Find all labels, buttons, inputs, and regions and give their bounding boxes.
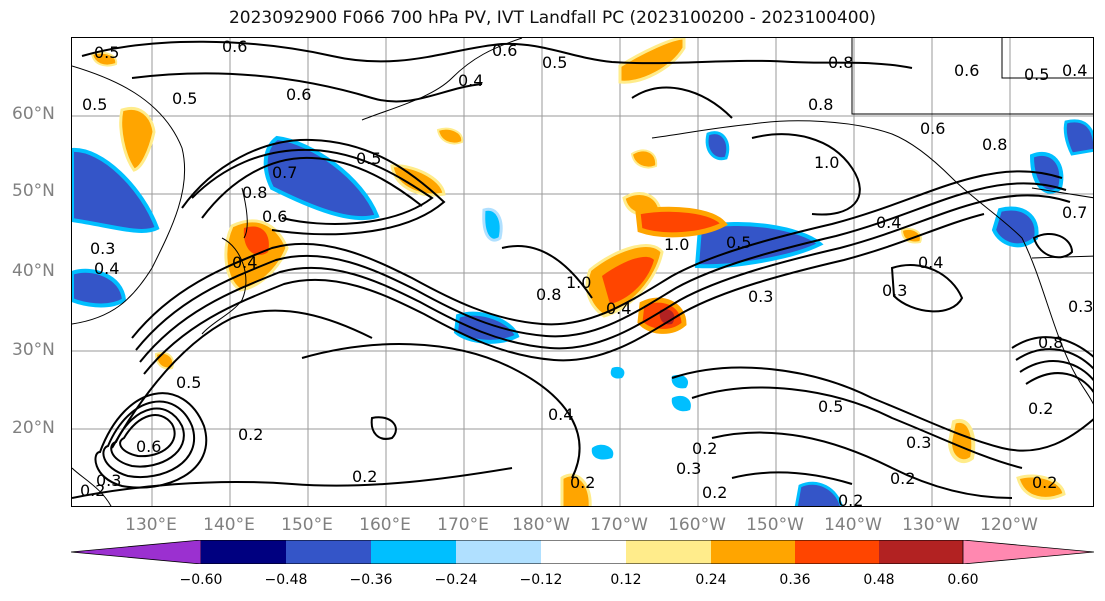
- colorbar-tick: 0.12: [610, 572, 642, 588]
- contour-label: 0.2: [692, 439, 717, 458]
- contour-label: 0.5: [82, 95, 107, 114]
- pv-contours: [72, 40, 1093, 499]
- contour-label: 0.4: [548, 405, 573, 424]
- contour-label: 0.6: [954, 61, 979, 80]
- colorbar-tick: −0.48: [264, 572, 308, 588]
- contour-label: 0.5: [818, 397, 843, 416]
- contour-label: 0.5: [94, 43, 119, 62]
- contour-label: 1.0: [664, 235, 689, 254]
- contour-label: 0.4: [94, 259, 119, 278]
- colorbar-segment: [879, 540, 963, 564]
- contour-label: 0.2: [80, 481, 105, 500]
- colorbar-segment: [711, 540, 795, 564]
- contour-label: 0.2: [352, 467, 377, 486]
- contour-label: 0.3: [676, 459, 701, 478]
- contour-label: 0.6: [136, 437, 161, 456]
- colorbar-segment: [795, 540, 879, 564]
- contour-label: 0.7: [272, 163, 297, 182]
- contour-label: 0.2: [238, 425, 263, 444]
- contour-label: 1.0: [566, 273, 591, 292]
- colorbar-segment: [201, 540, 286, 564]
- lat-label-30: 30°N: [12, 340, 55, 360]
- contour-label: 0.4: [876, 213, 901, 232]
- colorbar-tick: 0.60: [947, 572, 979, 588]
- lon-label-120w: 120°W: [980, 515, 1038, 535]
- contour-label: 0.3: [1068, 297, 1093, 316]
- lon-label-140e: 140°E: [203, 515, 255, 535]
- colorbar-tick: −0.60: [179, 572, 223, 588]
- contour-label: 0.6: [222, 38, 247, 56]
- lon-label-140w: 140°W: [824, 515, 882, 535]
- contour-label: 0.5: [1024, 65, 1049, 84]
- colorbar-tick: −0.12: [519, 572, 563, 588]
- contour-label: 0.4: [918, 253, 943, 272]
- contour-label: 0.5: [726, 233, 751, 252]
- contour-label: 0.8: [536, 285, 561, 304]
- lat-label-40: 40°N: [12, 261, 55, 281]
- contour-label: 0.4: [1062, 61, 1087, 80]
- colorbar-segment: [286, 540, 371, 564]
- lon-label-130e: 130°E: [125, 515, 177, 535]
- lon-label-170w: 170°W: [590, 515, 648, 535]
- contour-label: 0.2: [890, 469, 915, 488]
- colorbar: [71, 540, 1094, 564]
- contour-label: 0.4: [606, 299, 631, 318]
- contour-label: 0.3: [90, 239, 115, 258]
- contour-label: 0.3: [96, 471, 121, 490]
- contour-label: 0.6: [492, 41, 517, 60]
- contour-label: 0.2: [1028, 399, 1053, 418]
- lat-label-20: 20°N: [12, 418, 55, 438]
- contour-label: 0.7: [1062, 203, 1087, 222]
- contour-label: 0.5: [542, 53, 567, 72]
- contour-label: 0.4: [458, 71, 483, 90]
- contour-label: 0.2: [702, 483, 727, 502]
- lon-label-160w: 160°W: [668, 515, 726, 535]
- colorbar-segment: [71, 540, 202, 564]
- colorbar-segment: [962, 540, 1094, 564]
- lon-label-150w: 150°W: [746, 515, 804, 535]
- colorbar-tick: −0.36: [349, 572, 393, 588]
- colorbar-segment: [626, 540, 711, 564]
- lon-label-130w: 130°W: [902, 515, 960, 535]
- contour-label: 0.8: [808, 95, 833, 114]
- contour-label: 0.4: [232, 253, 257, 272]
- colorbar-segment: [371, 540, 456, 564]
- map-panel: 0.5 0.6 0.6 0.5 0.8 0.6 0.5 0.4 0.5 0.6 …: [71, 37, 1094, 507]
- contour-label: 0.6: [286, 85, 311, 104]
- lat-label-60: 60°N: [12, 104, 55, 124]
- contour-label: 0.6: [920, 119, 945, 138]
- contour-label: 1.0: [814, 153, 839, 172]
- contour-label: 0.3: [748, 287, 773, 306]
- lat-label-50: 50°N: [12, 181, 55, 201]
- colorbar-segment: [541, 540, 626, 564]
- contour-label: 0.2: [1032, 473, 1057, 492]
- contour-label: 0.5: [176, 373, 201, 392]
- contour-label: 0.8: [982, 135, 1007, 154]
- contour-label: 0.5: [172, 89, 197, 108]
- contour-labels: 0.5 0.6 0.6 0.5 0.8 0.6 0.5 0.4 0.5 0.6 …: [80, 38, 1093, 507]
- contour-label: 0.2: [838, 491, 863, 507]
- colorbar-segment: [456, 540, 541, 564]
- lon-label-150e: 150°E: [281, 515, 333, 535]
- contour-label: 0.3: [882, 281, 907, 300]
- contour-label: 0.2: [570, 473, 595, 492]
- map-canvas: 0.5 0.6 0.6 0.5 0.8 0.6 0.5 0.4 0.5 0.6 …: [72, 38, 1093, 507]
- contour-label: 0.8: [242, 183, 267, 202]
- contour-label: 0.8: [828, 53, 853, 72]
- lon-label-170e: 170°E: [437, 515, 489, 535]
- contour-label: 0.5: [356, 149, 381, 168]
- colorbar-tick: 0.36: [779, 572, 811, 588]
- colorbar-tick: 0.48: [863, 572, 895, 588]
- lon-label-160e: 160°E: [359, 515, 411, 535]
- contour-label: 0.3: [906, 433, 931, 452]
- contour-label: 0.6: [262, 207, 287, 226]
- chart-title: 2023092900 F066 700 hPa PV, IVT Landfall…: [228, 8, 876, 28]
- colorbar-tick: −0.24: [434, 572, 478, 588]
- lon-label-180w: 180°W: [512, 515, 570, 535]
- contour-label: 0.8: [1038, 333, 1063, 352]
- colorbar-tick: 0.24: [695, 572, 727, 588]
